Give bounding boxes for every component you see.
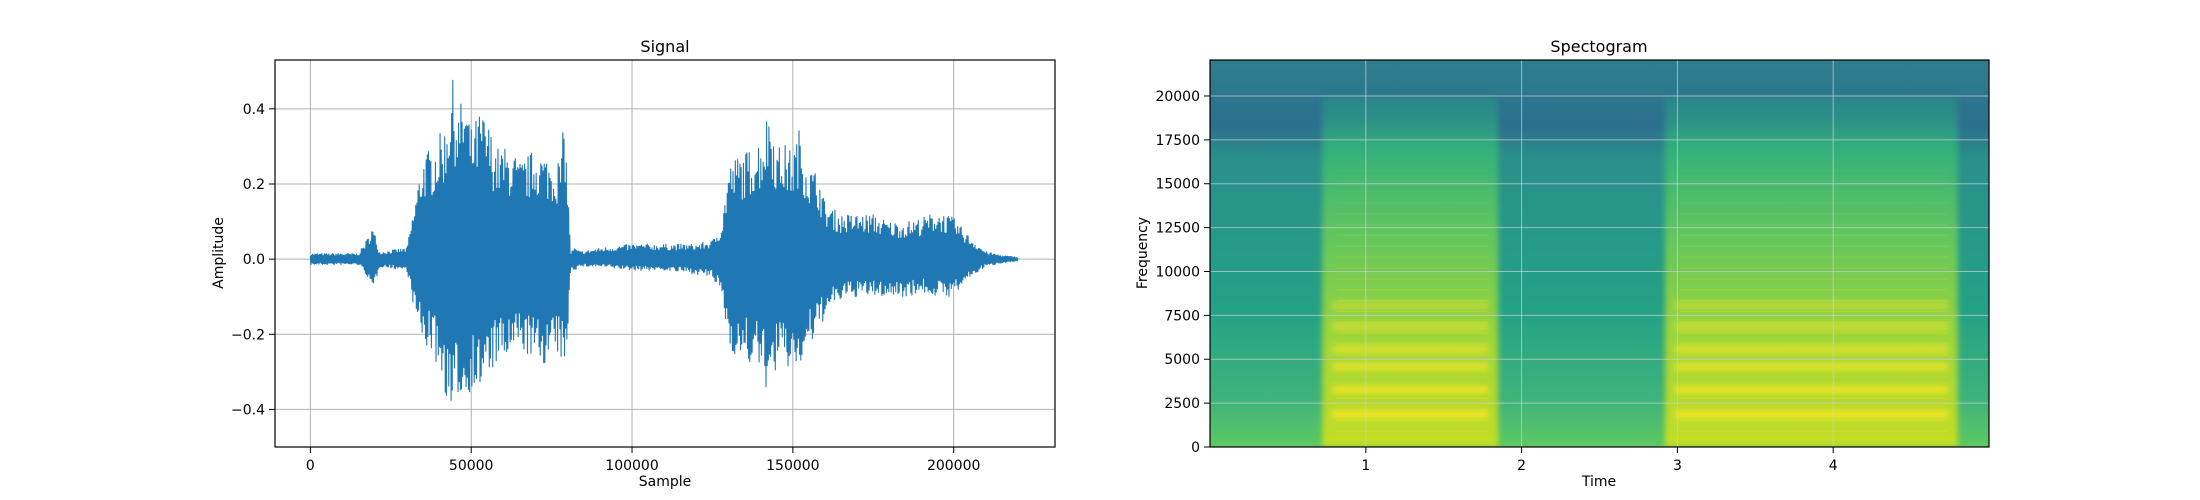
signal-line (309, 79, 1019, 401)
spectrogram-x-ticks: 1 2 3 4 (1361, 447, 1838, 474)
spectrogram-formant-band (1674, 385, 1948, 394)
spectrogram-formant-band (1332, 362, 1489, 371)
spectrogram-x-tick-label: 2 (1517, 458, 1526, 474)
signal-x-tick-label: 50000 (449, 458, 494, 474)
spectrogram-harmonics (1337, 169, 1948, 432)
spectrogram-formant-band (1674, 345, 1948, 354)
spectrogram-formant-band (1674, 322, 1948, 331)
spectrogram-formant-band (1332, 345, 1489, 354)
signal-y-tick-label: −0.2 (231, 327, 265, 343)
spectrogram-y-tick-label: 15000 (1155, 177, 1200, 193)
signal-x-ticks: 0 50000 100000 150000 200000 (306, 447, 980, 474)
signal-y-tick-label: 0.2 (243, 177, 265, 193)
signal-x-tick-label: 150000 (766, 458, 819, 474)
spectrogram-y-tick-label: 5000 (1164, 352, 1200, 368)
spectrogram-x-tick-label: 3 (1673, 458, 1682, 474)
spectrogram-y-tick-label: 17500 (1155, 133, 1200, 149)
spectrogram-y-tick-label: 7500 (1164, 308, 1200, 324)
spectrogram-x-tick-label: 4 (1829, 458, 1838, 474)
spectrogram-formant-band (1674, 362, 1948, 371)
spectrogram-title: Spectogram (1550, 37, 1647, 56)
signal-y-tick-label: −0.4 (231, 402, 265, 418)
signal-x-tick-label: 100000 (605, 458, 658, 474)
spectrogram-formant-band (1332, 322, 1489, 331)
spectrogram-x-label: Time (1581, 474, 1616, 490)
spectrogram-y-tick-label: 0 (1191, 440, 1200, 456)
spectrogram-y-label: Frequency (1135, 217, 1151, 289)
signal-y-tick-label: 0.4 (243, 102, 265, 118)
spectrogram-formant-band (1332, 301, 1489, 310)
spectrogram-formant-band (1332, 410, 1489, 419)
signal-y-label: Amplitude (211, 217, 227, 289)
signal-y-ticks: −0.4 −0.2 0.0 0.2 0.4 (231, 102, 275, 418)
spectrogram-y-tick-label: 10000 (1155, 264, 1200, 280)
signal-axes-frame (274, 59, 1056, 448)
spectrogram-axes-frame (1209, 59, 1990, 448)
signal-x-tick-label: 0 (306, 458, 315, 474)
signal-waveform (309, 79, 1019, 401)
spectrogram-y-tick-label: 2500 (1164, 396, 1200, 412)
spectrogram-chart: Spectogram 1 2 3 4 0 2500 5000 7500 10000 12500 1… (1135, 37, 1990, 490)
spectrogram-image (1210, 60, 1989, 447)
spectrogram-x-tick-label: 1 (1361, 458, 1370, 474)
spectrogram-y-tick-label: 20000 (1155, 89, 1200, 105)
spectrogram-formant-band (1674, 301, 1948, 310)
spectrogram-formant-band (1332, 385, 1489, 394)
spectrogram-grid (1210, 60, 1989, 447)
signal-x-label: Sample (639, 474, 692, 490)
signal-title: Signal (640, 37, 689, 56)
spectrogram-y-tick-label: 12500 (1155, 221, 1200, 237)
spectrogram-y-ticks: 0 2500 5000 7500 10000 12500 15000 17500 20000 (1155, 89, 1210, 456)
signal-y-tick-label: 0.0 (243, 252, 265, 268)
signal-chart: Signal 0 50000 100000 150000 200000 −0.4 −0.2… (211, 37, 1056, 490)
signal-x-tick-label: 200000 (927, 458, 980, 474)
spectrogram-formant-band (1674, 410, 1948, 419)
